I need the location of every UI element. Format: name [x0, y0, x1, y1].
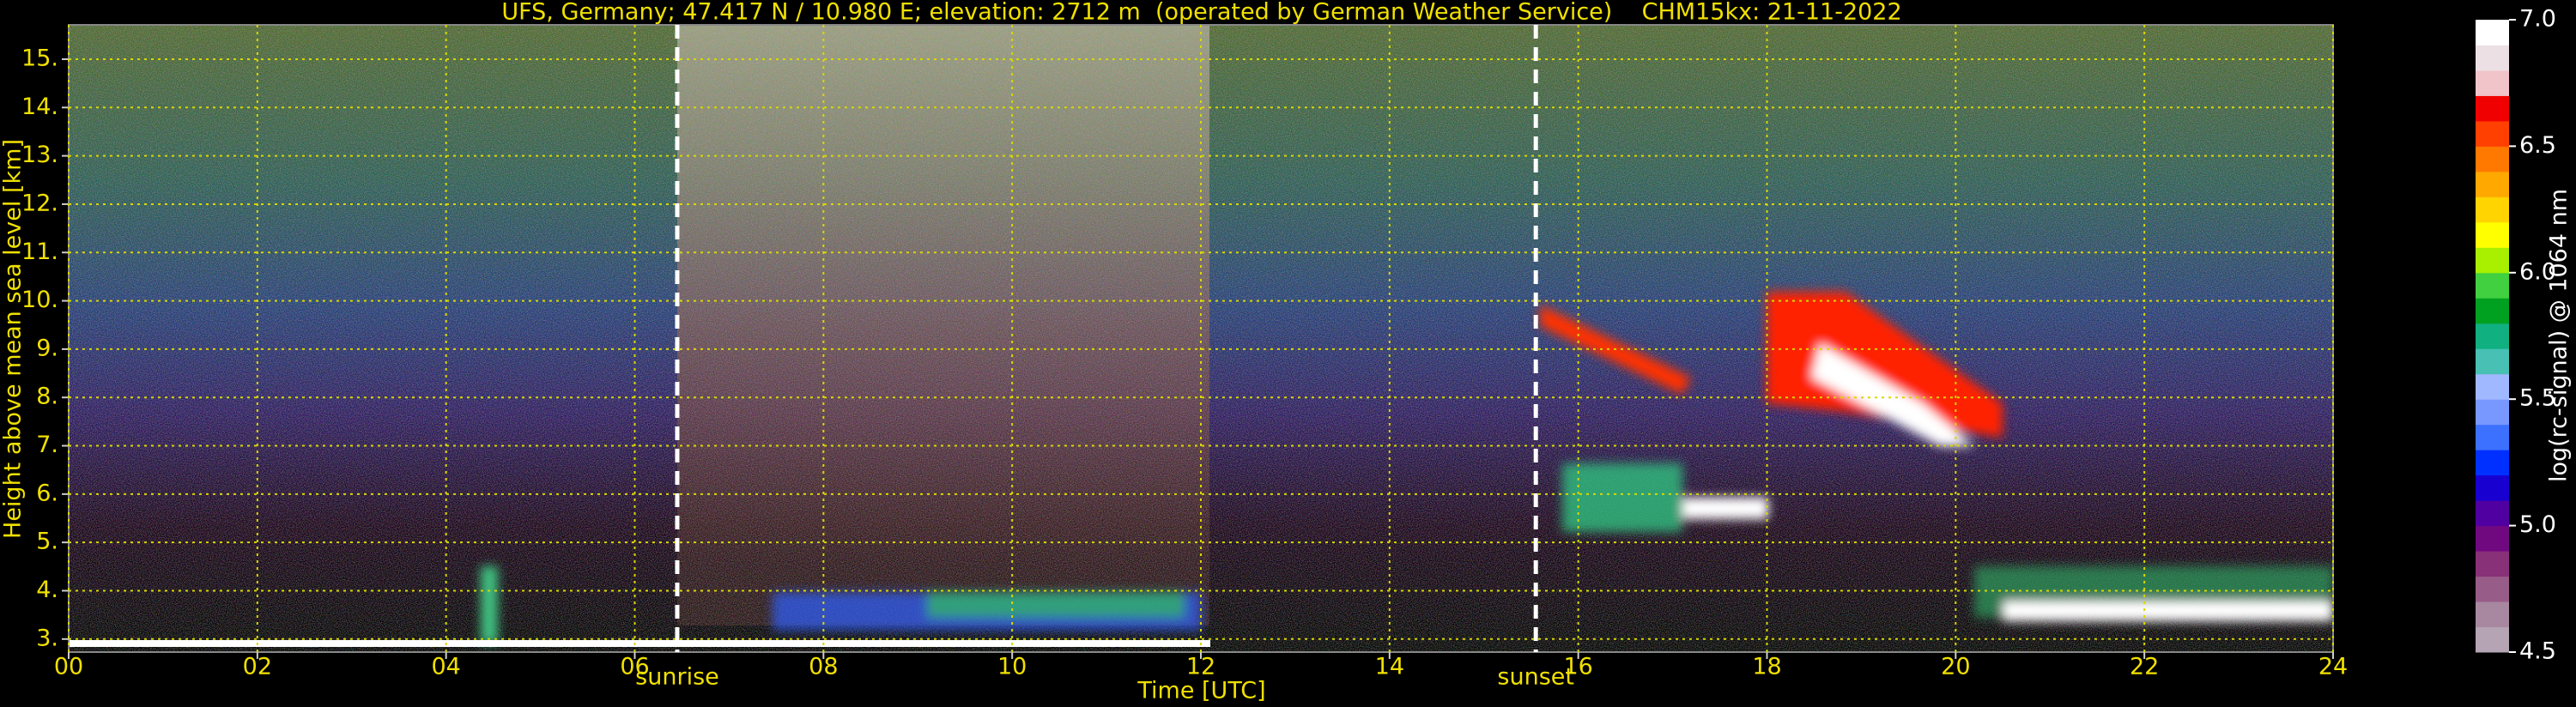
- chart-title: UFS, Germany; 47.417 N / 10.980 E; eleva…: [501, 0, 1901, 26]
- x-tick-label: 08: [809, 654, 838, 680]
- y-tick-label: 11.: [21, 239, 58, 265]
- colorbar-segment: [2476, 20, 2509, 45]
- colorbar-segment: [2476, 474, 2509, 501]
- backscatter-image: [69, 25, 2333, 652]
- x-tick-label: 00: [54, 654, 83, 680]
- colorbar-segment: [2476, 399, 2509, 426]
- y-tick-label: 10.: [21, 287, 58, 313]
- colorbar-segment: [2476, 348, 2509, 375]
- y-tick-label: 15.: [21, 45, 58, 71]
- colorbar-segment: [2476, 196, 2509, 223]
- x-tick-label: 06: [620, 654, 649, 680]
- colorbar-segment: [2476, 146, 2509, 172]
- x-tick-label: 24: [2318, 654, 2348, 680]
- y-tick-label: 4.: [36, 577, 58, 603]
- colorbar-label: log(rc-signal) @ 1064 nm: [2546, 189, 2573, 482]
- colorbar-segment: [2476, 272, 2509, 299]
- colorbar-tick-label: 6.0: [2519, 258, 2556, 285]
- x-tick-label: 14: [1375, 654, 1404, 680]
- colorbar-segment: [2476, 45, 2509, 71]
- colorbar-segment: [2476, 298, 2509, 324]
- colorbar-segment: [2476, 95, 2509, 122]
- colorbar-segment: [2476, 601, 2509, 628]
- colorbar-tick-label: 4.5: [2519, 638, 2556, 665]
- y-tick-label: 8.: [36, 384, 58, 410]
- colorbar-segment: [2476, 626, 2509, 653]
- x-tick-label: 20: [1941, 654, 1970, 680]
- y-tick-label: 14.: [21, 94, 58, 120]
- y-tick-label: 7.: [36, 432, 58, 458]
- x-tick-label: 18: [1752, 654, 1781, 680]
- colorbar-segment: [2476, 576, 2509, 602]
- event-label: sunrise: [635, 664, 719, 691]
- x-axis-label: Time [UTC]: [1136, 678, 1265, 704]
- x-tick-label: 10: [997, 654, 1027, 680]
- colorbar-segment: [2476, 247, 2509, 274]
- colorbar-segment: [2476, 525, 2509, 552]
- colorbar-segment: [2476, 500, 2509, 527]
- x-tick-label: 22: [2130, 654, 2159, 680]
- y-tick-label: 5.: [36, 529, 58, 555]
- colorbar-tick-label: 5.5: [2519, 385, 2556, 412]
- x-tick-label: 04: [431, 654, 460, 680]
- colorbar-segment: [2476, 551, 2509, 577]
- event-label: sunset: [1497, 664, 1574, 691]
- x-tick-label: 16: [1563, 654, 1592, 680]
- y-tick-label: 12.: [21, 190, 58, 216]
- y-axis-label: Height above mean sea level [km]: [0, 139, 27, 539]
- colorbar-tick-label: 7.0: [2519, 6, 2556, 33]
- colorbar-segment: [2476, 171, 2509, 197]
- colorbar-segment: [2476, 221, 2509, 248]
- y-tick-label: 6.: [36, 480, 58, 506]
- y-tick-label: 3.: [36, 625, 58, 651]
- colorbar-segment: [2476, 450, 2509, 476]
- x-tick-label: 02: [243, 654, 272, 680]
- x-tick-label: 12: [1186, 654, 1215, 680]
- colorbar-segment: [2476, 323, 2509, 349]
- colorbar-segment: [2476, 373, 2509, 400]
- colorbar-segment: [2476, 424, 2509, 450]
- y-tick-label: 13.: [21, 142, 58, 168]
- colorbar-segment: [2476, 120, 2509, 147]
- colorbar-tick-label: 5.0: [2519, 511, 2556, 538]
- y-tick-label: 9.: [36, 335, 58, 361]
- colorbar-segment: [2476, 69, 2509, 96]
- colorbar-tick-label: 6.5: [2519, 132, 2556, 159]
